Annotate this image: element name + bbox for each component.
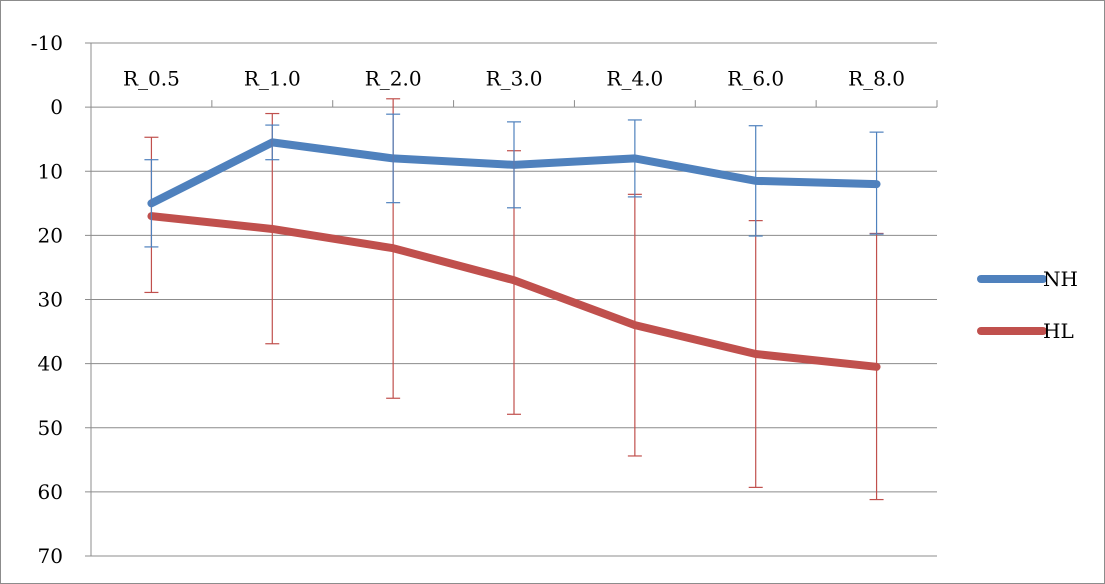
y-tick-label: 40: [38, 352, 63, 376]
x-category-label: R_2.0: [365, 66, 422, 90]
y-tick-label: 10: [38, 159, 63, 183]
y-tick-label: 70: [38, 544, 63, 568]
x-category-label: R_6.0: [727, 66, 784, 90]
y-tick-label: 0: [50, 95, 63, 119]
y-tick-label: 30: [38, 288, 63, 312]
x-category-label: R_3.0: [486, 66, 543, 90]
legend-label-nh: NH: [1043, 267, 1078, 291]
y-tick-label: -10: [31, 31, 63, 55]
x-category-label: R_1.0: [244, 66, 301, 90]
axes: [85, 42, 938, 557]
x-axis-category-labels: R_0.5 R_1.0 R_2.0 R_3.0 R_4.0 R_6.0 R_8.0: [123, 66, 905, 90]
y-axis-tick-labels: -10 0 10 20 30 40 50 60 70: [31, 31, 63, 568]
legend-label-hl: HL: [1043, 319, 1074, 343]
y-tick-label: 20: [38, 223, 63, 247]
y-tick-label: 60: [38, 480, 63, 504]
x-category-label: R_8.0: [848, 66, 905, 90]
x-category-label: R_4.0: [606, 66, 663, 90]
error-bars: [144, 98, 884, 501]
legend: NH HL: [977, 267, 1078, 343]
y-tick-label: 50: [38, 416, 63, 440]
x-category-label: R_0.5: [123, 66, 180, 90]
